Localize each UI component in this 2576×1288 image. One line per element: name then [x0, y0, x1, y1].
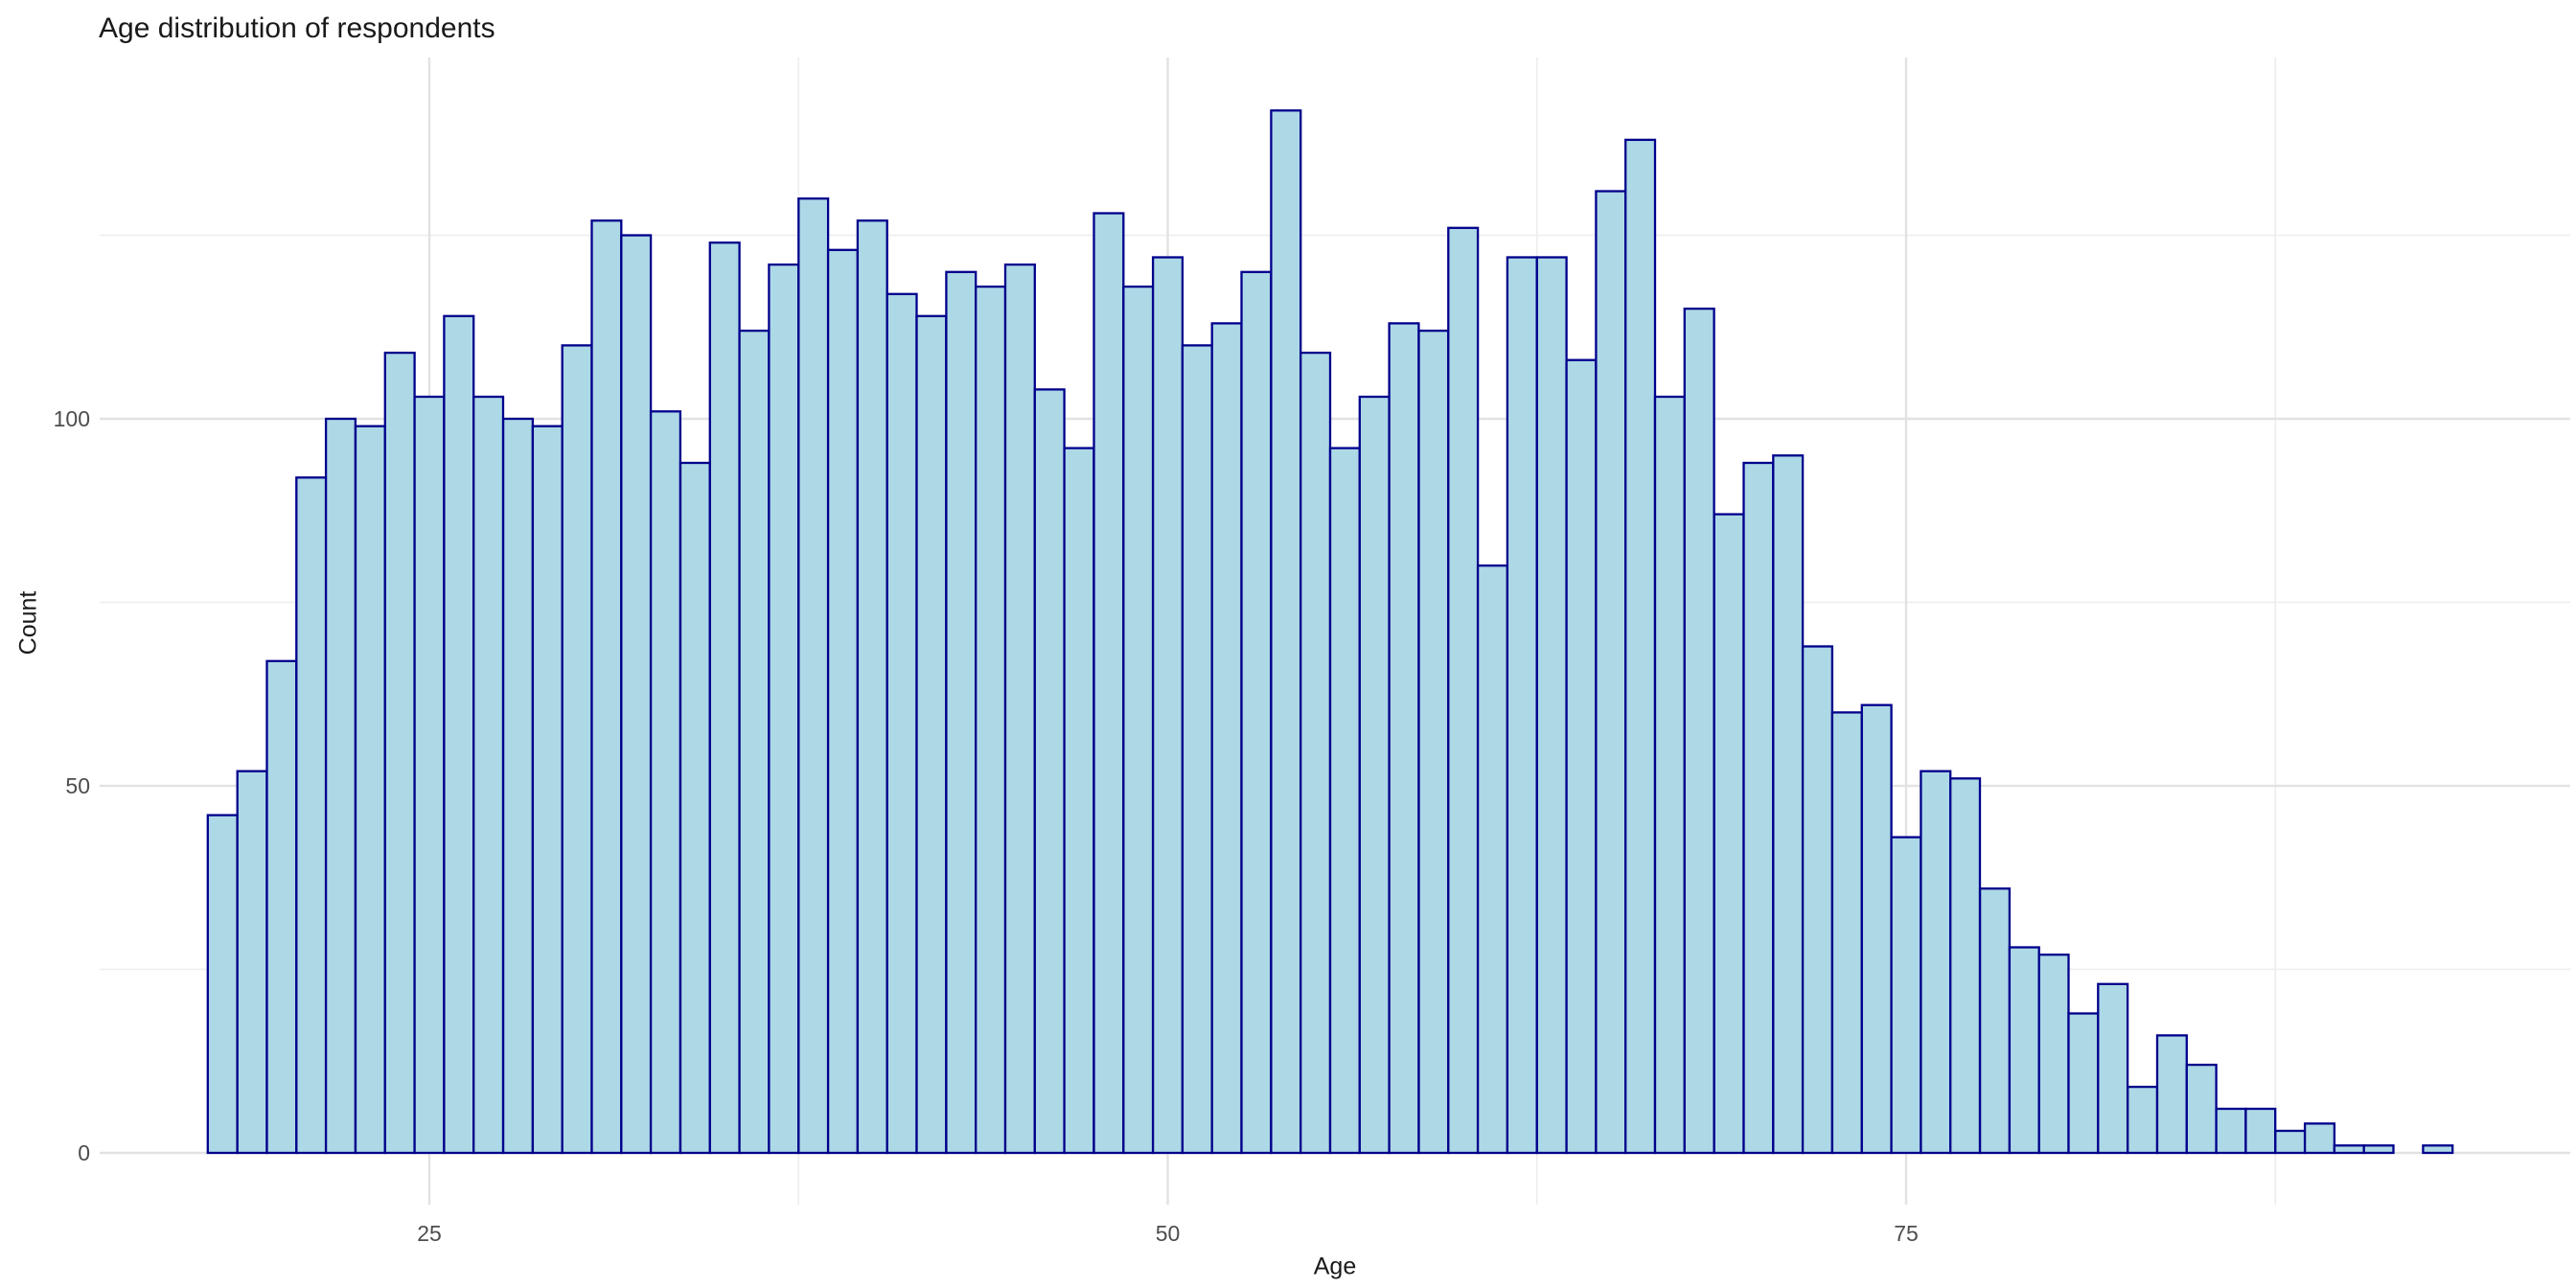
histogram-bar — [2155, 1034, 2188, 1155]
histogram-bar — [1240, 270, 1273, 1155]
histogram-bar — [1476, 564, 1509, 1155]
histogram-bar — [206, 814, 239, 1155]
histogram-bar — [768, 263, 800, 1155]
histogram-bar — [1595, 190, 1627, 1155]
histogram-bar — [1033, 388, 1066, 1155]
histogram-bar — [708, 242, 741, 1155]
y-tick-label: 50 — [65, 773, 90, 798]
histogram-bar — [1683, 307, 1715, 1155]
histogram-bar — [1300, 351, 1332, 1155]
histogram-bar — [2097, 982, 2129, 1155]
histogram-bar — [915, 314, 948, 1155]
histogram-bar — [2185, 1063, 2218, 1155]
histogram-bar — [1417, 329, 1450, 1155]
histogram-bar — [649, 410, 682, 1155]
histogram-bar — [975, 285, 1007, 1155]
histogram-bar — [945, 270, 978, 1155]
histogram-bar — [1920, 770, 1952, 1155]
histogram-bar — [2244, 1107, 2277, 1155]
histogram-bar — [2303, 1122, 2336, 1155]
x-axis-title: Age — [1313, 1253, 1357, 1280]
histogram-bar — [531, 425, 564, 1155]
histogram-bar — [1063, 447, 1095, 1155]
histogram-bar — [2422, 1144, 2454, 1155]
histogram-bar — [2008, 946, 2040, 1155]
histogram-bar — [1003, 263, 1036, 1155]
histogram-bar — [443, 314, 475, 1155]
histogram-bar — [590, 219, 623, 1155]
y-tick-label: 0 — [78, 1140, 90, 1165]
y-axis-title: Count — [14, 590, 42, 656]
y-axis-tick-labels: 0 50 100 — [54, 406, 90, 1165]
x-tick-label: 25 — [417, 1221, 442, 1246]
histogram-bar — [1830, 711, 1863, 1155]
histogram-bar — [1801, 645, 1834, 1155]
histogram-bar — [236, 770, 268, 1155]
histogram-bar — [1210, 322, 1243, 1155]
histogram-bar — [1358, 395, 1391, 1155]
x-tick-label: 75 — [1894, 1221, 1919, 1246]
histogram-bar — [1860, 703, 1893, 1155]
x-axis-tick-labels: 25 50 75 — [417, 1221, 1919, 1246]
histogram-bar — [295, 476, 328, 1155]
y-tick-label: 100 — [54, 406, 90, 431]
histogram-bar — [1447, 226, 1480, 1155]
histogram-bar — [1978, 887, 2012, 1155]
histogram-bar — [2274, 1129, 2307, 1155]
histogram-bar — [1092, 212, 1125, 1155]
histogram-bar — [265, 659, 298, 1155]
histogram-bar — [1713, 513, 1745, 1155]
histogram-bar — [2037, 954, 2070, 1155]
histogram-bar — [1624, 138, 1657, 1155]
histogram-bar — [620, 234, 653, 1155]
histogram-bar — [1565, 358, 1598, 1155]
histogram-bar — [1328, 447, 1361, 1155]
histogram-bar — [354, 425, 386, 1155]
histogram-bar — [2127, 1085, 2159, 1155]
histogram-bar — [2333, 1144, 2365, 1155]
histogram-bar — [1388, 322, 1420, 1155]
histogram-bar — [2362, 1144, 2395, 1155]
histogram-bar — [886, 292, 918, 1155]
histogram-bar — [472, 395, 505, 1155]
histogram-bar — [561, 344, 593, 1155]
histogram-bar — [1535, 256, 1568, 1155]
histogram-bar — [501, 417, 535, 1155]
histogram-bar — [1506, 256, 1538, 1155]
histogram-bar — [324, 417, 357, 1155]
histogram-bar — [797, 197, 830, 1155]
histogram-bar — [738, 329, 770, 1155]
histogram-bar — [678, 461, 711, 1155]
x-tick-label: 50 — [1156, 1221, 1181, 1246]
histogram-bar — [856, 219, 888, 1155]
histogram-bars — [206, 109, 2454, 1155]
histogram-bar — [826, 248, 860, 1155]
histogram-bar — [1270, 109, 1302, 1155]
histogram-bar — [1742, 461, 1775, 1155]
histogram-bar — [383, 351, 416, 1155]
histogram-bar — [413, 395, 446, 1155]
histogram-bar — [1151, 256, 1184, 1155]
histogram-bar — [1772, 454, 1805, 1155]
histogram-bar — [1181, 344, 1213, 1155]
histogram-bar — [2067, 1012, 2100, 1155]
histogram-bar — [2215, 1107, 2247, 1155]
histogram-bar — [1890, 836, 1922, 1155]
chart-title: Age distribution of respondents — [99, 12, 495, 44]
histogram-bar — [1653, 395, 1686, 1155]
histogram-bar — [1949, 777, 1982, 1155]
histogram-bar — [1122, 285, 1155, 1155]
